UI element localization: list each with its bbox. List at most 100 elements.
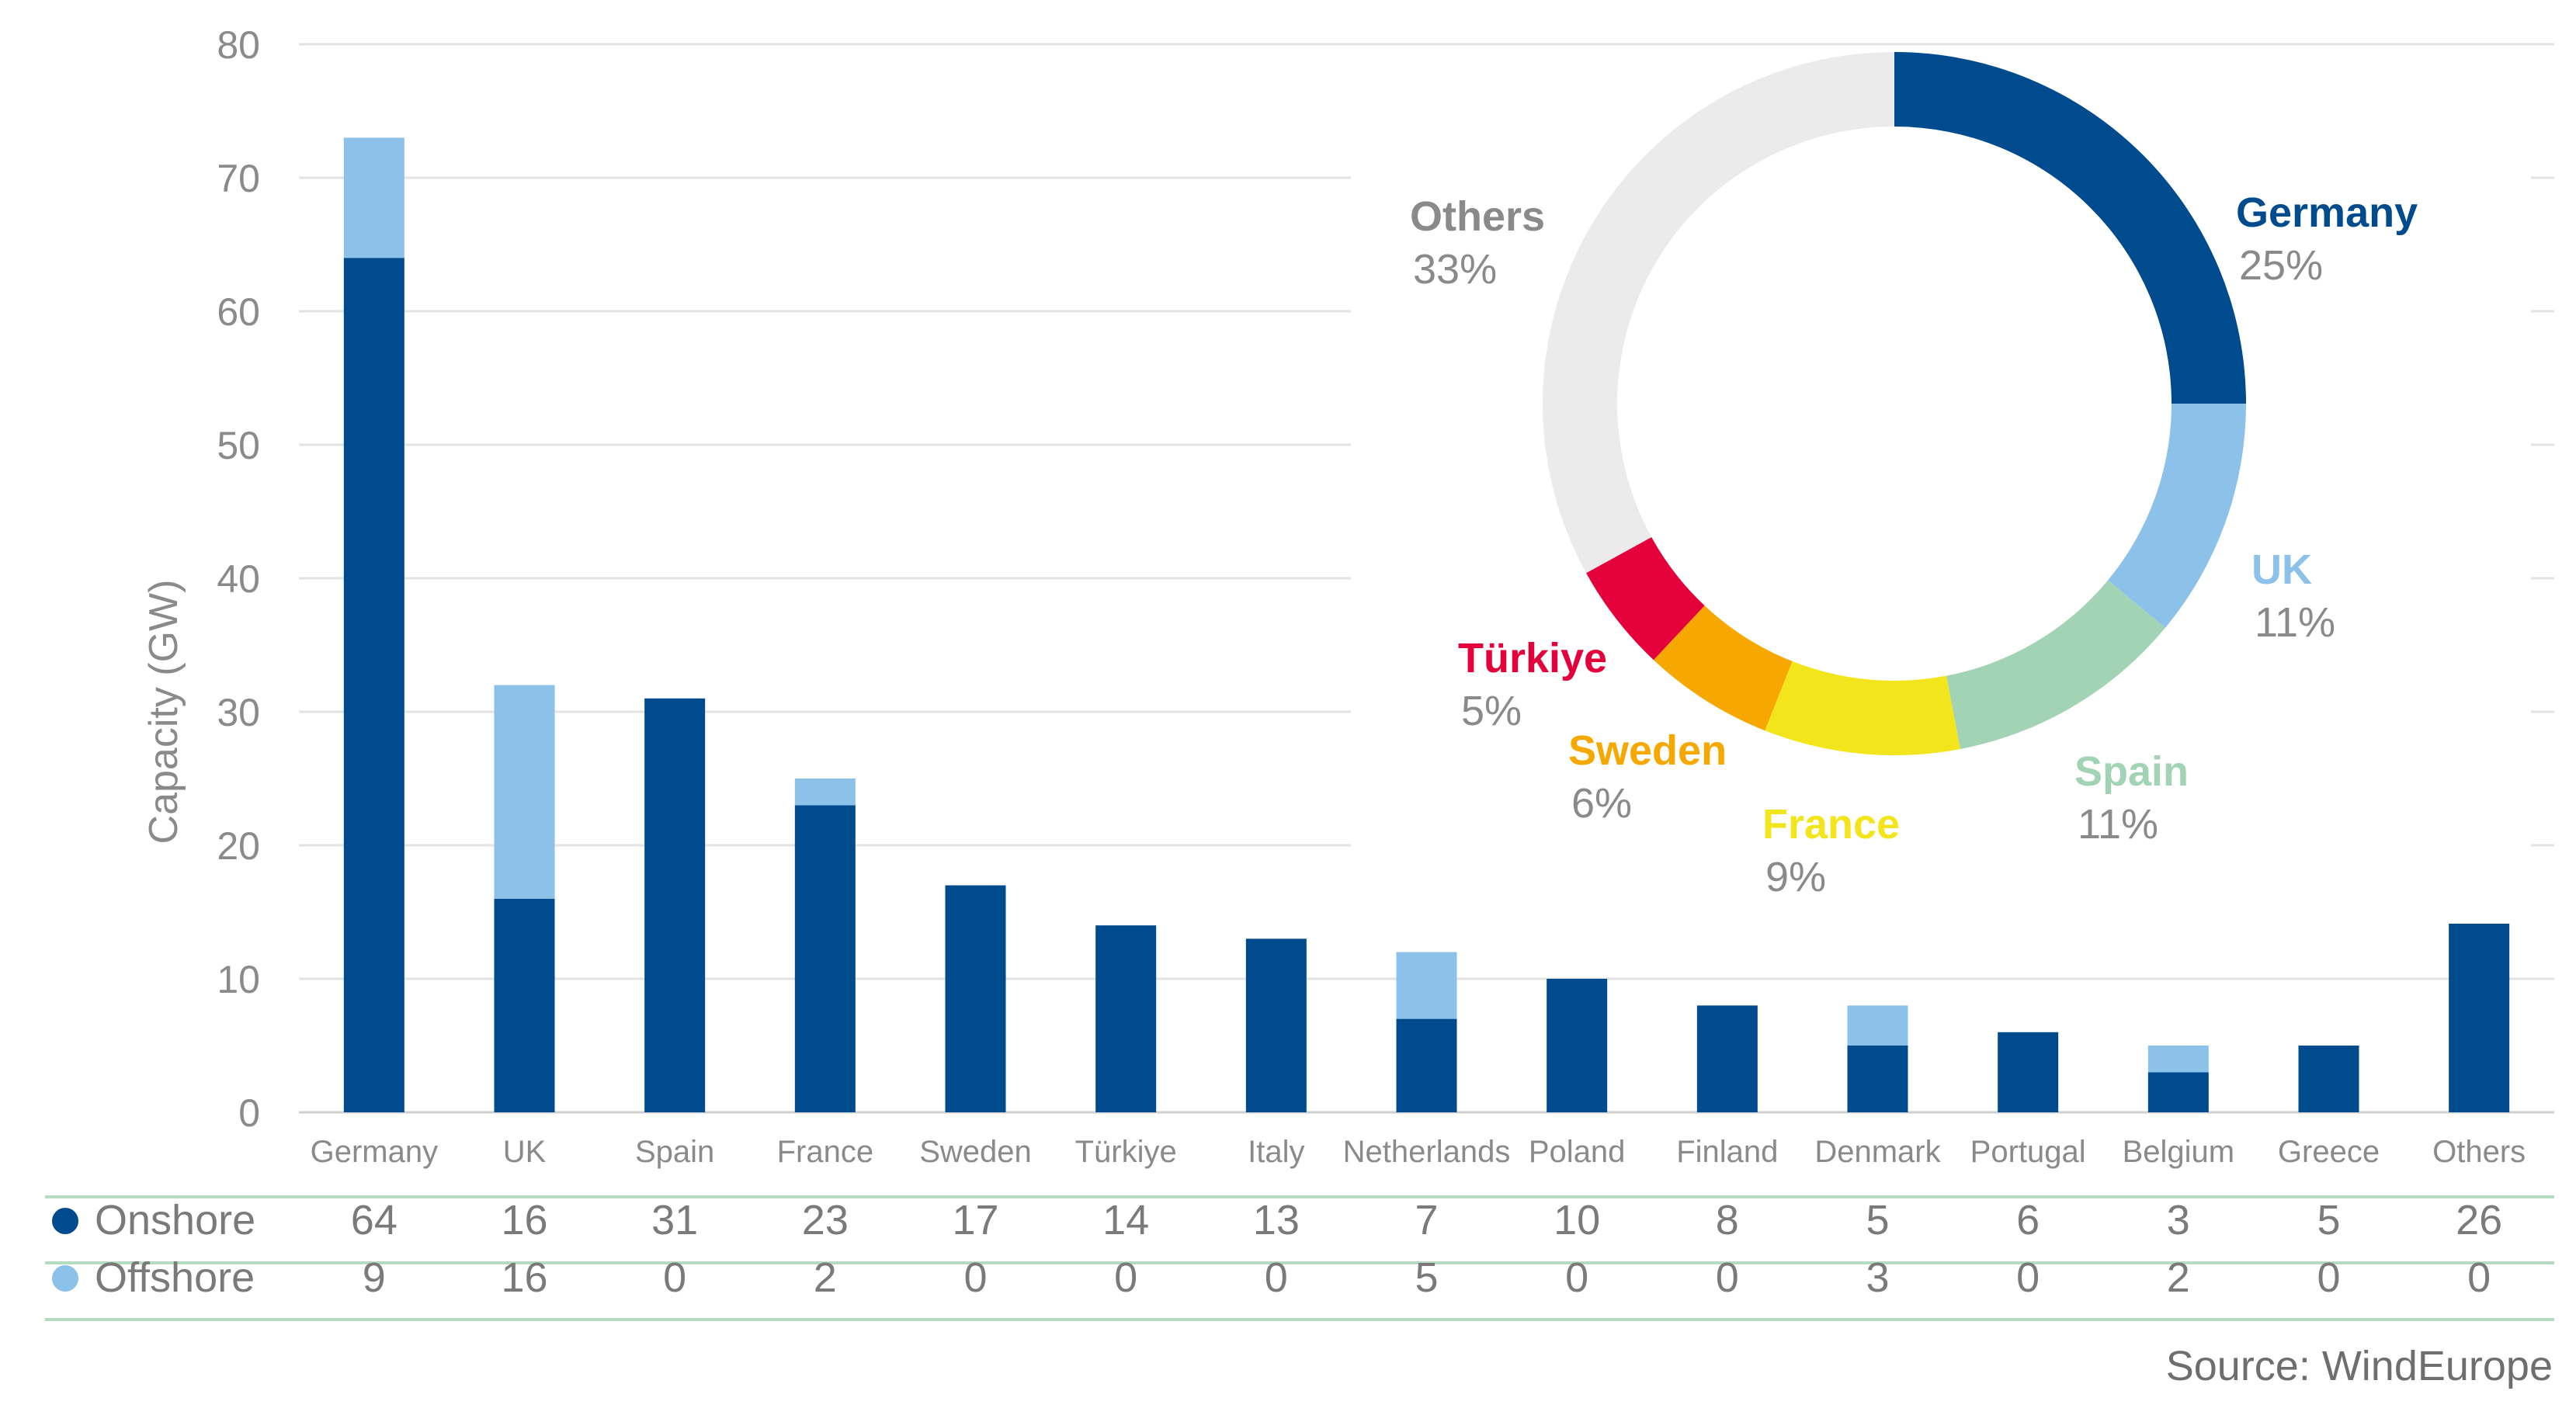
donut-label-france: France (1762, 801, 1900, 848)
table-value-onshore: 3 (2167, 1197, 2190, 1243)
donut-slice-france (1765, 661, 1960, 755)
legend-dot-offshore (52, 1265, 78, 1292)
table-value-onshore: 16 (501, 1197, 547, 1243)
donut-pct-trkiye: 5% (1461, 688, 1522, 734)
bar-onshore-greece (2298, 1046, 2359, 1112)
donut-label-sweden: Sweden (1568, 727, 1727, 774)
table-value-onshore: 5 (1866, 1197, 1889, 1243)
table-value-offshore: 0 (663, 1254, 686, 1301)
x-tick-label: Netherlands (1343, 1135, 1511, 1169)
x-tick-label: Türkiye (1075, 1135, 1177, 1169)
y-tick-label: 20 (217, 824, 260, 868)
bar-onshore-italy (1245, 938, 1307, 1112)
table-value-offshore: 2 (2167, 1254, 2190, 1301)
table-value-onshore: 7 (1415, 1197, 1438, 1243)
bar-onshore-portugal (1998, 1032, 2059, 1112)
bar-offshore-germany (343, 137, 404, 258)
source-note: Source: WindEurope (2166, 1343, 2553, 1389)
donut-slice-trkiye (1586, 536, 1705, 661)
donut-slice-uk (2108, 404, 2246, 628)
legend-label-offshore: Offshore (95, 1254, 255, 1301)
table-value-onshore: 31 (651, 1197, 698, 1243)
table-value-offshore: 0 (2317, 1254, 2340, 1301)
x-tick-label: UK (503, 1135, 547, 1169)
y-tick-label: 10 (217, 958, 260, 1001)
bar-onshore-denmark (1847, 1046, 1908, 1112)
y-tick-label: 0 (238, 1091, 260, 1135)
table-value-offshore: 3 (1866, 1254, 1889, 1301)
x-tick-label: France (777, 1135, 874, 1169)
table-value-offshore: 5 (1415, 1254, 1438, 1301)
table-value-offshore: 0 (963, 1254, 987, 1301)
table-value-onshore: 8 (1716, 1197, 1739, 1243)
table-value-offshore: 2 (814, 1254, 837, 1301)
y-tick-label: 40 (217, 557, 260, 601)
x-tick-label: Portugal (1970, 1135, 2086, 1169)
table-value-onshore: 6 (2016, 1197, 2040, 1243)
y-tick-label: 50 (217, 424, 260, 467)
donut-label-uk: UK (2251, 546, 2312, 593)
table-value-offshore: 9 (363, 1254, 386, 1301)
table-value-onshore: 26 (2456, 1197, 2502, 1243)
bar-offshore-netherlands (1396, 952, 1457, 1019)
bar-offshore-uk (494, 685, 555, 899)
table-value-onshore: 14 (1102, 1197, 1149, 1243)
y-tick-label: 30 (217, 691, 260, 734)
table-value-onshore: 17 (952, 1197, 998, 1243)
table-value-offshore: 0 (1716, 1254, 1739, 1301)
table-value-offshore: 0 (1265, 1254, 1288, 1301)
donut-slice-others (1543, 52, 1894, 574)
donut-label-trkiye: Türkiye (1458, 635, 1607, 682)
donut-pct-spain: 11% (2078, 801, 2158, 848)
donut-slice-germany (1894, 52, 2246, 404)
donut-pct-france: 9% (1765, 854, 1826, 900)
bar-onshore-türkiye (1095, 925, 1157, 1112)
bar-offshore-france (794, 779, 856, 806)
donut-backdrop (1351, 47, 2531, 924)
donut-pct-sweden: 6% (1571, 780, 1632, 827)
y-tick-label: 70 (217, 157, 260, 200)
donut-pct-uk: 11% (2255, 599, 2335, 646)
table-value-offshore: 0 (2016, 1254, 2040, 1301)
y-tick-label: 80 (217, 23, 260, 67)
legend-label-onshore: Onshore (95, 1197, 255, 1243)
x-tick-label: Poland (1529, 1135, 1626, 1169)
donut-label-others: Others (1410, 193, 1545, 240)
bar-onshore-netherlands (1396, 1018, 1457, 1112)
y-tick-label: 60 (217, 290, 260, 334)
donut-pct-others: 33% (1413, 246, 1497, 293)
x-tick-label: Germany (311, 1135, 439, 1169)
table-value-offshore: 0 (1114, 1254, 1137, 1301)
legend-dot-onshore (52, 1208, 78, 1234)
donut-pct-germany: 25% (2239, 242, 2323, 289)
bar-onshore-spain (644, 698, 706, 1112)
table-value-offshore: 16 (501, 1254, 547, 1301)
bar-onshore-sweden (945, 885, 1006, 1112)
bar-onshore-germany (343, 258, 404, 1113)
x-tick-label: Italy (1248, 1135, 1304, 1169)
table-value-onshore: 10 (1554, 1197, 1600, 1243)
table-value-onshore: 23 (802, 1197, 849, 1243)
bar-offshore-belgium (2147, 1046, 2209, 1073)
bar-offshore-denmark (1847, 1005, 1908, 1046)
bar-onshore-uk (494, 898, 555, 1112)
donut-slice-spain (1946, 580, 2166, 749)
table-value-onshore: 5 (2317, 1197, 2340, 1243)
bar-onshore-poland (1547, 979, 1608, 1112)
bar-onshore-france (794, 805, 856, 1112)
donut-slice-sweden (1653, 605, 1793, 731)
x-tick-label: Others (2432, 1135, 2526, 1169)
table-value-onshore: 64 (351, 1197, 398, 1243)
bar-onshore-belgium (2147, 1072, 2209, 1112)
bar-onshore-finland (1696, 1005, 1758, 1112)
table-value-offshore: 0 (1565, 1254, 1588, 1301)
donut-label-germany: Germany (2236, 189, 2418, 236)
y-axis-label: Capacity (GW) (141, 580, 186, 845)
x-tick-label: Finland (1676, 1135, 1778, 1169)
table-value-onshore: 13 (1253, 1197, 1300, 1243)
table-value-offshore: 0 (2467, 1254, 2491, 1301)
donut-label-spain: Spain (2074, 748, 2189, 795)
x-tick-label: Belgium (2123, 1135, 2235, 1169)
